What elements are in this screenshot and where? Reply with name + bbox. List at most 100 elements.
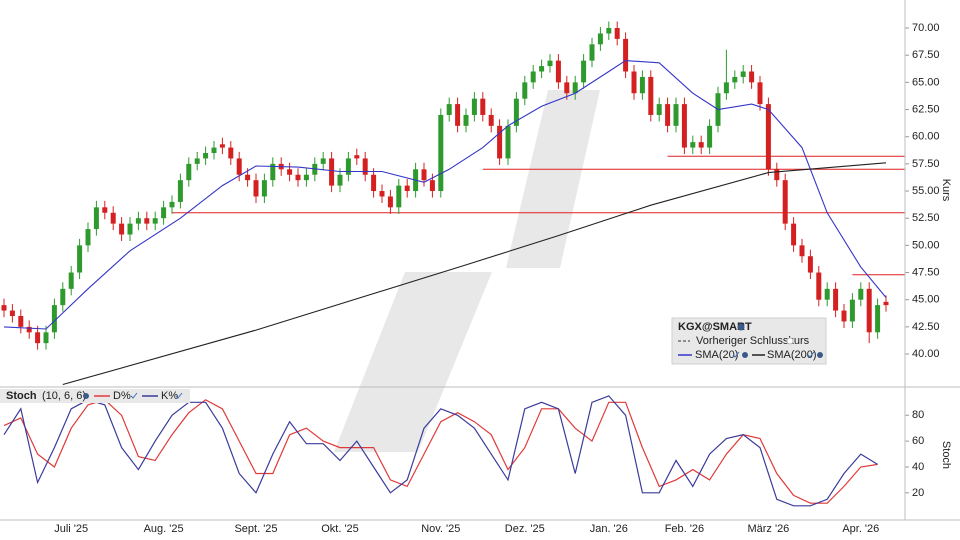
candle-body [597, 33, 603, 45]
candle-body [480, 98, 486, 115]
y-tick-label: 60 [912, 435, 924, 447]
candle-body [295, 174, 301, 181]
legend-check[interactable] [807, 351, 815, 358]
candle-body [707, 125, 713, 148]
legend-icon[interactable] [817, 352, 823, 358]
y-tick-label: 80 [912, 409, 924, 421]
legend-icon[interactable] [83, 393, 89, 399]
candle-body [194, 158, 200, 164]
candle-body [245, 174, 251, 181]
sma-line [3, 60, 887, 330]
candle-body [85, 229, 91, 246]
candle-body [379, 191, 385, 197]
candle-body [866, 288, 872, 333]
y-tick-label: 50.00 [912, 239, 940, 251]
legend-icon[interactable] [742, 352, 748, 358]
candle-body [774, 169, 780, 181]
candle-body [539, 66, 545, 72]
candle-body [681, 104, 687, 148]
candle-body [177, 180, 183, 202]
candle-body [135, 218, 141, 224]
candle-body [564, 82, 570, 94]
candle-body [791, 223, 797, 246]
candle-body [144, 218, 150, 224]
legend-label: SMA(200) [767, 349, 817, 361]
legend-icon [737, 323, 745, 331]
candle-body [169, 201, 175, 208]
candle-body [51, 305, 57, 333]
candle-body [665, 104, 671, 126]
candle-body [505, 125, 511, 159]
x-tick-label: Nov. '25 [421, 523, 460, 535]
legend-note: Vorheriger Schlusskurs [696, 335, 810, 347]
x-tick-label: Feb. '26 [665, 523, 704, 535]
sma-line [62, 162, 887, 386]
candle-body [849, 299, 855, 322]
candle-body [765, 104, 771, 170]
x-tick-label: Sept. '25 [234, 523, 277, 535]
y-tick-label: 60.00 [912, 131, 940, 143]
legend-box [671, 317, 827, 365]
y-tick-label: 40.00 [912, 348, 940, 360]
x-tick-label: März '26 [747, 523, 789, 535]
candle-body [203, 153, 209, 159]
candle-body [1, 305, 7, 311]
candle-body [841, 310, 847, 322]
candle-body [497, 125, 503, 159]
candle-body [606, 28, 612, 34]
candle-body [43, 332, 49, 344]
x-tick-label: Aug. '25 [144, 523, 184, 535]
candle-body [253, 180, 259, 197]
candle-body [799, 245, 805, 257]
candle-body [858, 288, 864, 300]
candle-body [152, 218, 158, 224]
candle-body [740, 71, 746, 77]
panel-subtitle: (10, 6, 6) [42, 390, 86, 402]
candle-body [429, 180, 435, 192]
candle-body [60, 288, 66, 306]
watermark [334, 90, 600, 452]
candle-body [18, 315, 24, 327]
candle-body [555, 60, 561, 83]
candle-body [127, 223, 133, 235]
y-tick-label: 40 [912, 461, 924, 473]
candle-body [648, 76, 654, 115]
candle-body [690, 142, 696, 148]
candle-body [93, 207, 99, 230]
legend-check[interactable] [175, 392, 183, 399]
candle-body [824, 288, 830, 300]
candle-body [320, 158, 326, 164]
candle-body [698, 142, 704, 148]
stoch-line [3, 395, 878, 507]
candle-body [623, 38, 629, 72]
candle-body [723, 82, 729, 94]
legend-check[interactable] [732, 351, 740, 358]
candle-body [513, 98, 519, 126]
candle-body [471, 98, 477, 115]
candle-body [345, 158, 351, 175]
candle-body [219, 144, 225, 148]
x-tick-label: Dez. '25 [505, 523, 545, 535]
candle-body [816, 272, 822, 300]
candle-body [572, 82, 578, 94]
candle-body [807, 256, 813, 273]
y-tick-label: 47.50 [912, 266, 940, 278]
candle-body [228, 147, 234, 159]
candle-body [404, 185, 410, 192]
candle-body [102, 207, 108, 213]
candle-body [270, 163, 276, 181]
legend-label: K% [161, 390, 178, 402]
x-tick-label: Juli '25 [54, 523, 88, 535]
candle-body [455, 104, 461, 126]
candle-body [530, 71, 536, 83]
candle-body [236, 158, 242, 175]
legend-label: SMA(20) [695, 349, 738, 361]
candle-body [875, 305, 881, 333]
candle-body [371, 174, 377, 192]
legend-check[interactable] [130, 392, 138, 399]
candle-body [119, 223, 125, 235]
candle-body [757, 82, 763, 105]
y-tick-label: 57.50 [912, 158, 940, 170]
